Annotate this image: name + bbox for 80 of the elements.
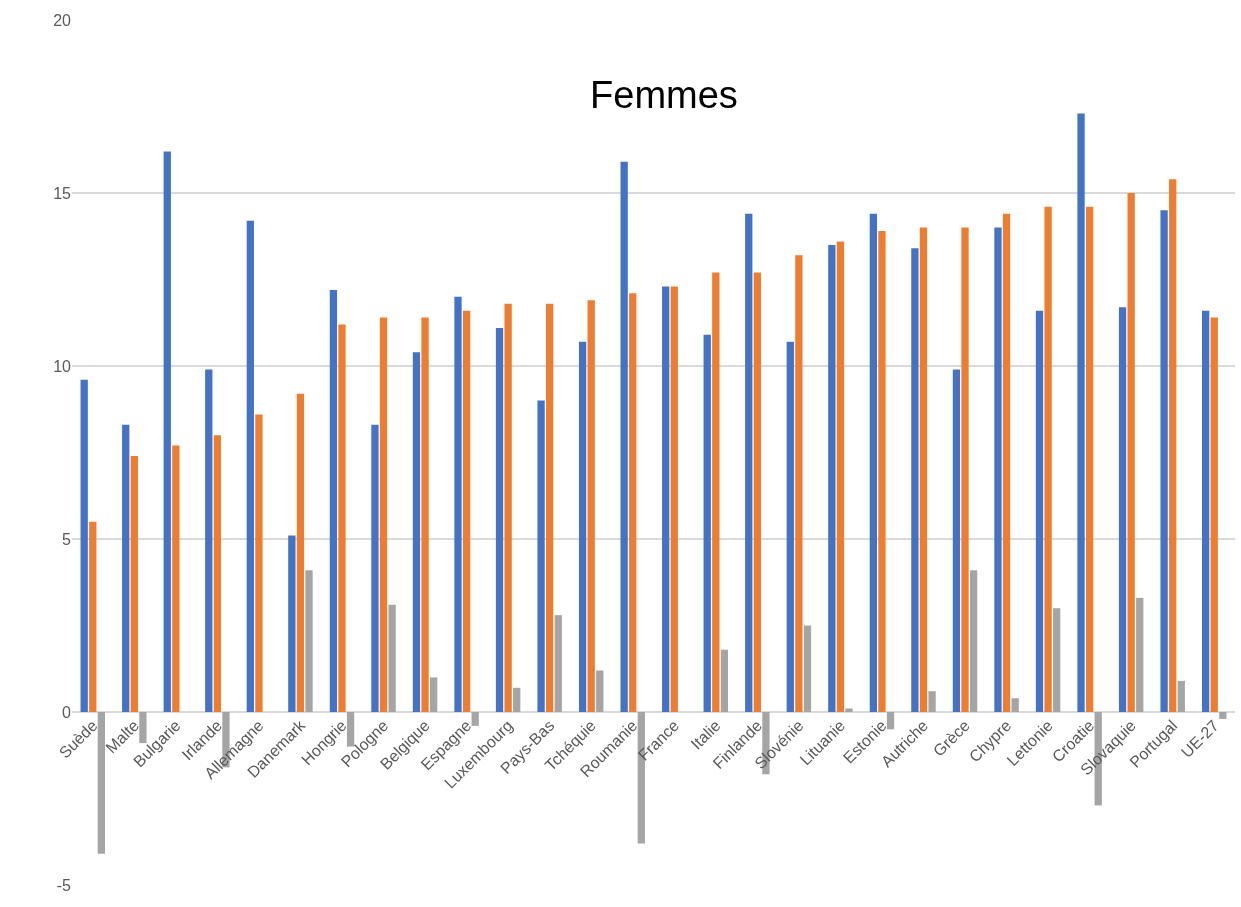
bar — [1169, 179, 1177, 712]
bar — [80, 379, 88, 712]
bar — [994, 227, 1002, 712]
bar — [803, 625, 812, 712]
bar — [911, 248, 919, 712]
bar — [371, 424, 379, 712]
bar — [288, 535, 296, 712]
bar — [753, 272, 761, 712]
bar — [1077, 113, 1085, 712]
bar — [454, 296, 462, 712]
bar — [961, 227, 969, 712]
y-tick-label: -5 — [56, 876, 72, 894]
bar — [919, 227, 928, 712]
bar — [504, 303, 512, 712]
bar — [338, 324, 346, 712]
bar — [836, 241, 845, 712]
bar — [246, 220, 254, 712]
bar — [213, 435, 222, 712]
bar — [97, 712, 105, 854]
bar — [546, 303, 554, 712]
bar — [89, 521, 97, 712]
bar — [429, 677, 438, 712]
bar — [205, 369, 213, 712]
bar — [388, 604, 396, 712]
bar — [122, 424, 130, 712]
bar — [845, 708, 853, 712]
bar — [662, 286, 670, 712]
bar — [412, 352, 421, 712]
bar — [745, 213, 753, 712]
bar — [1011, 698, 1019, 712]
bar — [296, 393, 305, 712]
bar — [1085, 206, 1094, 712]
bar — [878, 231, 886, 712]
bar — [255, 414, 263, 712]
bar — [379, 317, 388, 712]
bar — [629, 293, 637, 712]
bar — [869, 213, 878, 712]
bar — [786, 341, 794, 712]
bar — [795, 255, 803, 712]
bar — [1127, 193, 1135, 712]
bar — [670, 286, 678, 712]
bar — [828, 244, 836, 712]
bar — [172, 445, 180, 712]
bar — [329, 289, 338, 712]
bar — [587, 300, 595, 712]
bar — [969, 570, 978, 712]
y-tick-label: 10 — [53, 357, 72, 375]
bar — [1053, 608, 1061, 712]
bar — [1136, 597, 1144, 712]
bar — [462, 310, 471, 712]
bar — [928, 691, 936, 712]
bar — [495, 327, 504, 712]
bar — [596, 670, 604, 712]
bar — [1219, 712, 1227, 719]
bar — [163, 151, 171, 712]
bar — [537, 400, 545, 712]
bar — [720, 649, 729, 712]
bar — [1035, 310, 1044, 712]
bar — [554, 615, 562, 712]
bar — [1044, 206, 1052, 712]
bar — [1160, 210, 1168, 712]
bar — [130, 455, 138, 712]
bar — [421, 317, 429, 712]
bar — [1002, 213, 1011, 712]
y-tick-label: 15 — [53, 184, 72, 202]
y-tick-label: 5 — [62, 530, 72, 548]
bar — [712, 272, 720, 712]
y-tick-label: 0 — [62, 703, 72, 721]
text: Femmes — [590, 74, 738, 117]
bar — [578, 341, 587, 712]
bar — [1210, 317, 1218, 712]
bar — [1118, 307, 1127, 712]
y-tick-label: 20 — [53, 11, 72, 29]
bar — [305, 570, 313, 712]
bar — [952, 369, 961, 712]
bar — [703, 334, 711, 712]
bar — [620, 161, 628, 712]
bar — [1202, 310, 1210, 712]
bar — [1177, 680, 1185, 712]
bar — [513, 687, 521, 712]
